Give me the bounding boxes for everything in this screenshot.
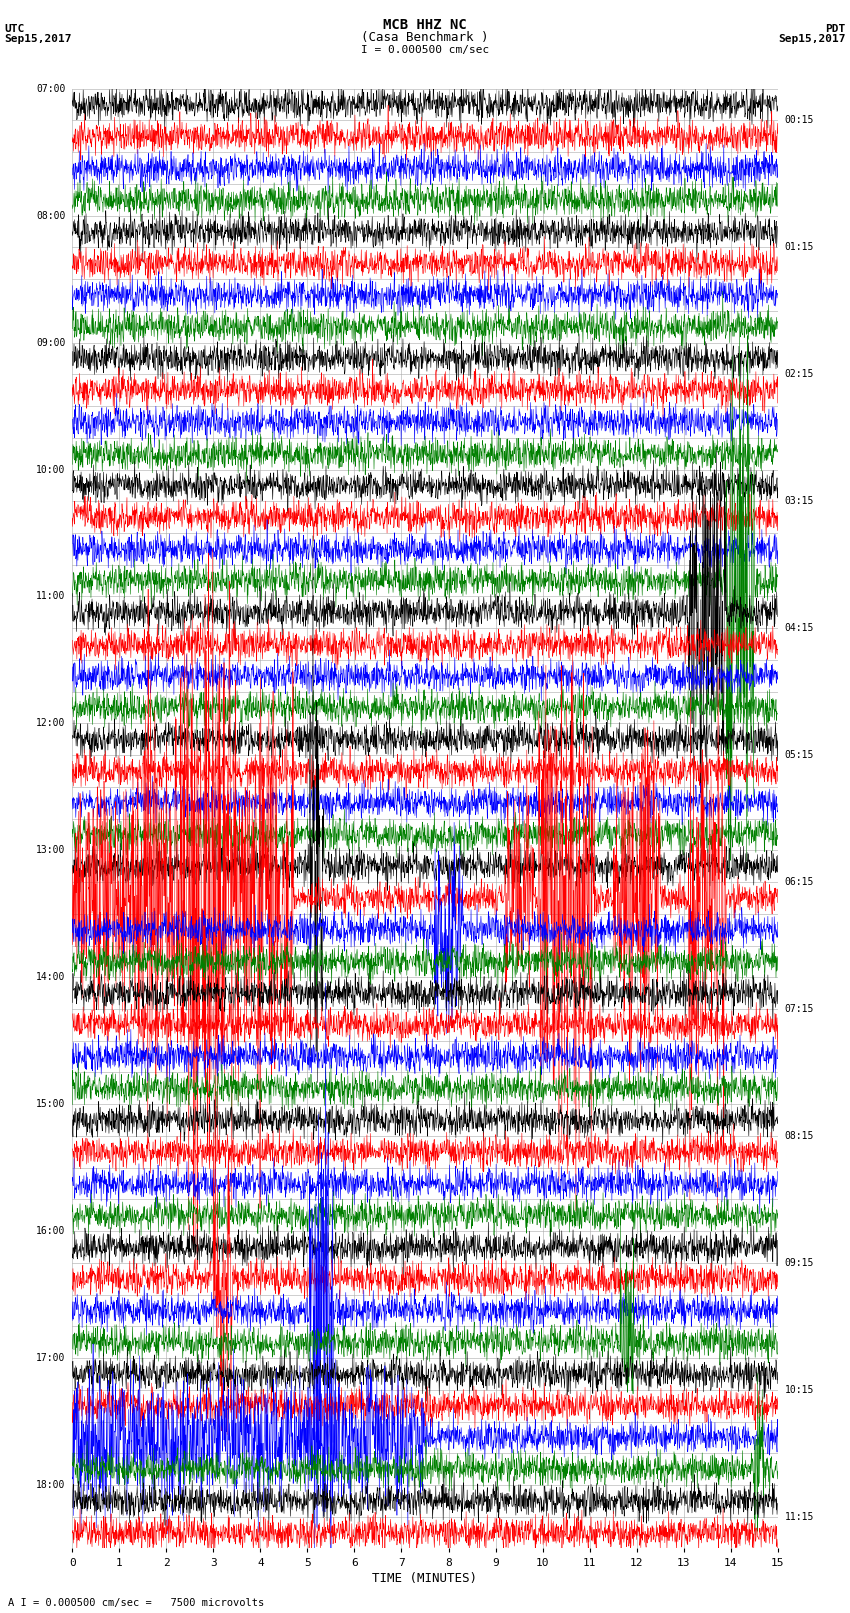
Text: 18:00: 18:00	[36, 1481, 65, 1490]
Text: 14:00: 14:00	[36, 973, 65, 982]
Text: 08:00: 08:00	[36, 211, 65, 221]
Text: (Casa Benchmark ): (Casa Benchmark )	[361, 31, 489, 44]
Text: 15:00: 15:00	[36, 1098, 65, 1110]
X-axis label: TIME (MINUTES): TIME (MINUTES)	[372, 1571, 478, 1584]
Text: Sep15,2017: Sep15,2017	[779, 34, 846, 44]
Text: Sep15,2017: Sep15,2017	[4, 34, 71, 44]
Text: A I = 0.000500 cm/sec =   7500 microvolts: A I = 0.000500 cm/sec = 7500 microvolts	[8, 1598, 264, 1608]
Text: MCB HHZ NC: MCB HHZ NC	[383, 18, 467, 32]
Text: 10:00: 10:00	[36, 465, 65, 474]
Text: 04:15: 04:15	[785, 623, 814, 634]
Text: 16:00: 16:00	[36, 1226, 65, 1236]
Text: 07:15: 07:15	[785, 1003, 814, 1015]
Text: 07:00: 07:00	[36, 84, 65, 94]
Text: 13:00: 13:00	[36, 845, 65, 855]
Text: 09:00: 09:00	[36, 337, 65, 347]
Text: 17:00: 17:00	[36, 1353, 65, 1363]
Text: UTC: UTC	[4, 24, 25, 34]
Text: 08:15: 08:15	[785, 1131, 814, 1140]
Text: 05:15: 05:15	[785, 750, 814, 760]
Text: I = 0.000500 cm/sec: I = 0.000500 cm/sec	[361, 45, 489, 55]
Text: 01:15: 01:15	[785, 242, 814, 252]
Text: 00:15: 00:15	[785, 116, 814, 126]
Text: 06:15: 06:15	[785, 877, 814, 887]
Text: 11:00: 11:00	[36, 592, 65, 602]
Text: 09:15: 09:15	[785, 1258, 814, 1268]
Text: 12:00: 12:00	[36, 718, 65, 729]
Text: 03:15: 03:15	[785, 497, 814, 506]
Text: PDT: PDT	[825, 24, 846, 34]
Text: 02:15: 02:15	[785, 369, 814, 379]
Text: 11:15: 11:15	[785, 1511, 814, 1521]
Text: 10:15: 10:15	[785, 1386, 814, 1395]
